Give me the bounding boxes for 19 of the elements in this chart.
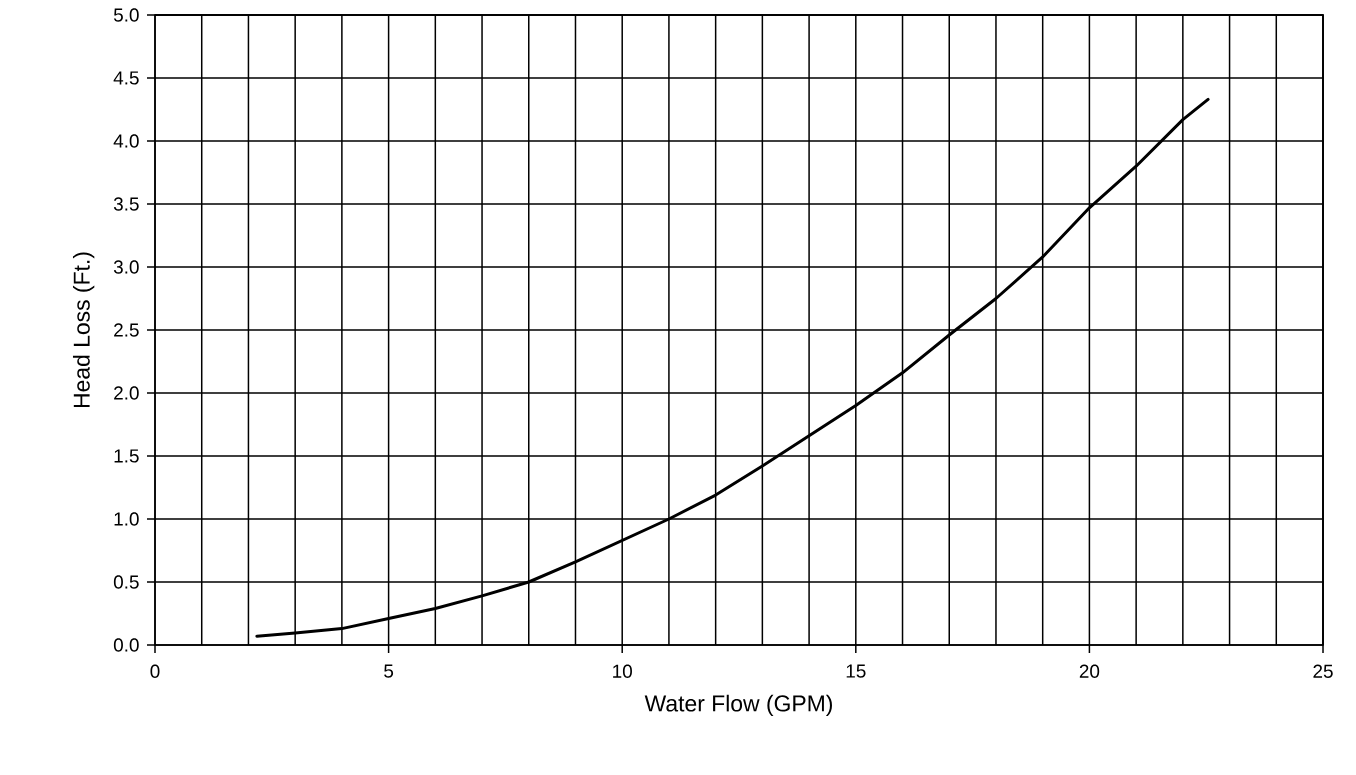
y-axis-title: Head Loss (Ft.) [72, 252, 95, 408]
y-tick-label: 3.0 [113, 260, 139, 274]
y-tick-label: 0.5 [113, 575, 139, 589]
x-tick-label: 0 [150, 664, 160, 678]
x-axis-title: Water Flow (GPM) [644, 694, 832, 717]
x-tick-label: 25 [1313, 664, 1333, 678]
y-tick-label: 3.5 [113, 197, 139, 211]
x-tick-label: 5 [384, 664, 394, 678]
y-tick-label: 5.0 [113, 8, 139, 22]
y-tick-label: 1.5 [114, 449, 139, 463]
x-tick-label: 15 [846, 664, 866, 678]
y-tick-label: 0.0 [113, 638, 139, 652]
y-tick-label: 4.5 [113, 71, 139, 85]
y-tick-label: 1.0 [114, 512, 139, 526]
x-tick-label: 20 [1079, 664, 1100, 678]
y-tick-label: 4.0 [113, 134, 139, 148]
x-tick-label: 10 [613, 664, 632, 678]
y-tick-label: 2.0 [114, 386, 139, 400]
y-tick-label: 2.5 [114, 323, 139, 337]
